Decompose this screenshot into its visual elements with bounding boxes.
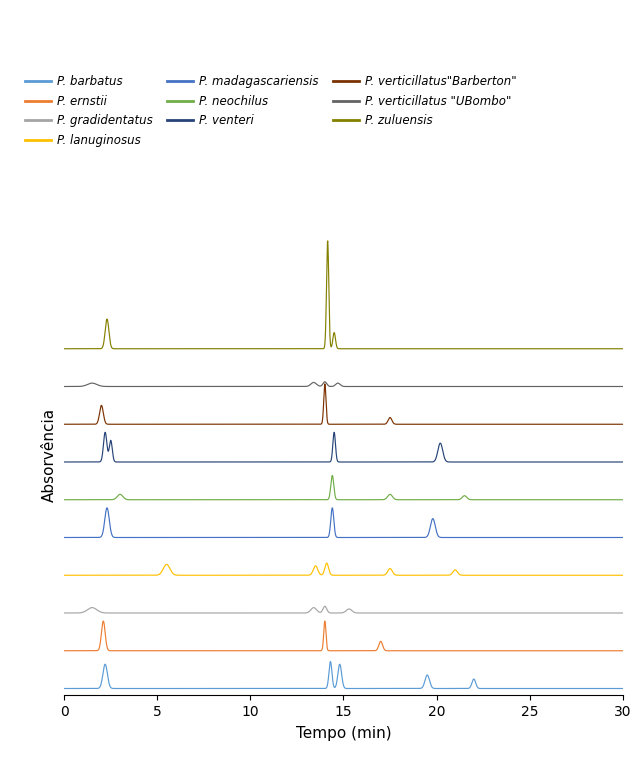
Y-axis label: Absorvência: Absorvência [42,407,57,502]
X-axis label: Tempo (min): Tempo (min) [296,726,391,741]
Legend: P. barbatus, P. ernstii, P. gradidentatus, P. lanuginosus, P. madagascariensis, : P. barbatus, P. ernstii, P. gradidentatu… [26,76,516,147]
